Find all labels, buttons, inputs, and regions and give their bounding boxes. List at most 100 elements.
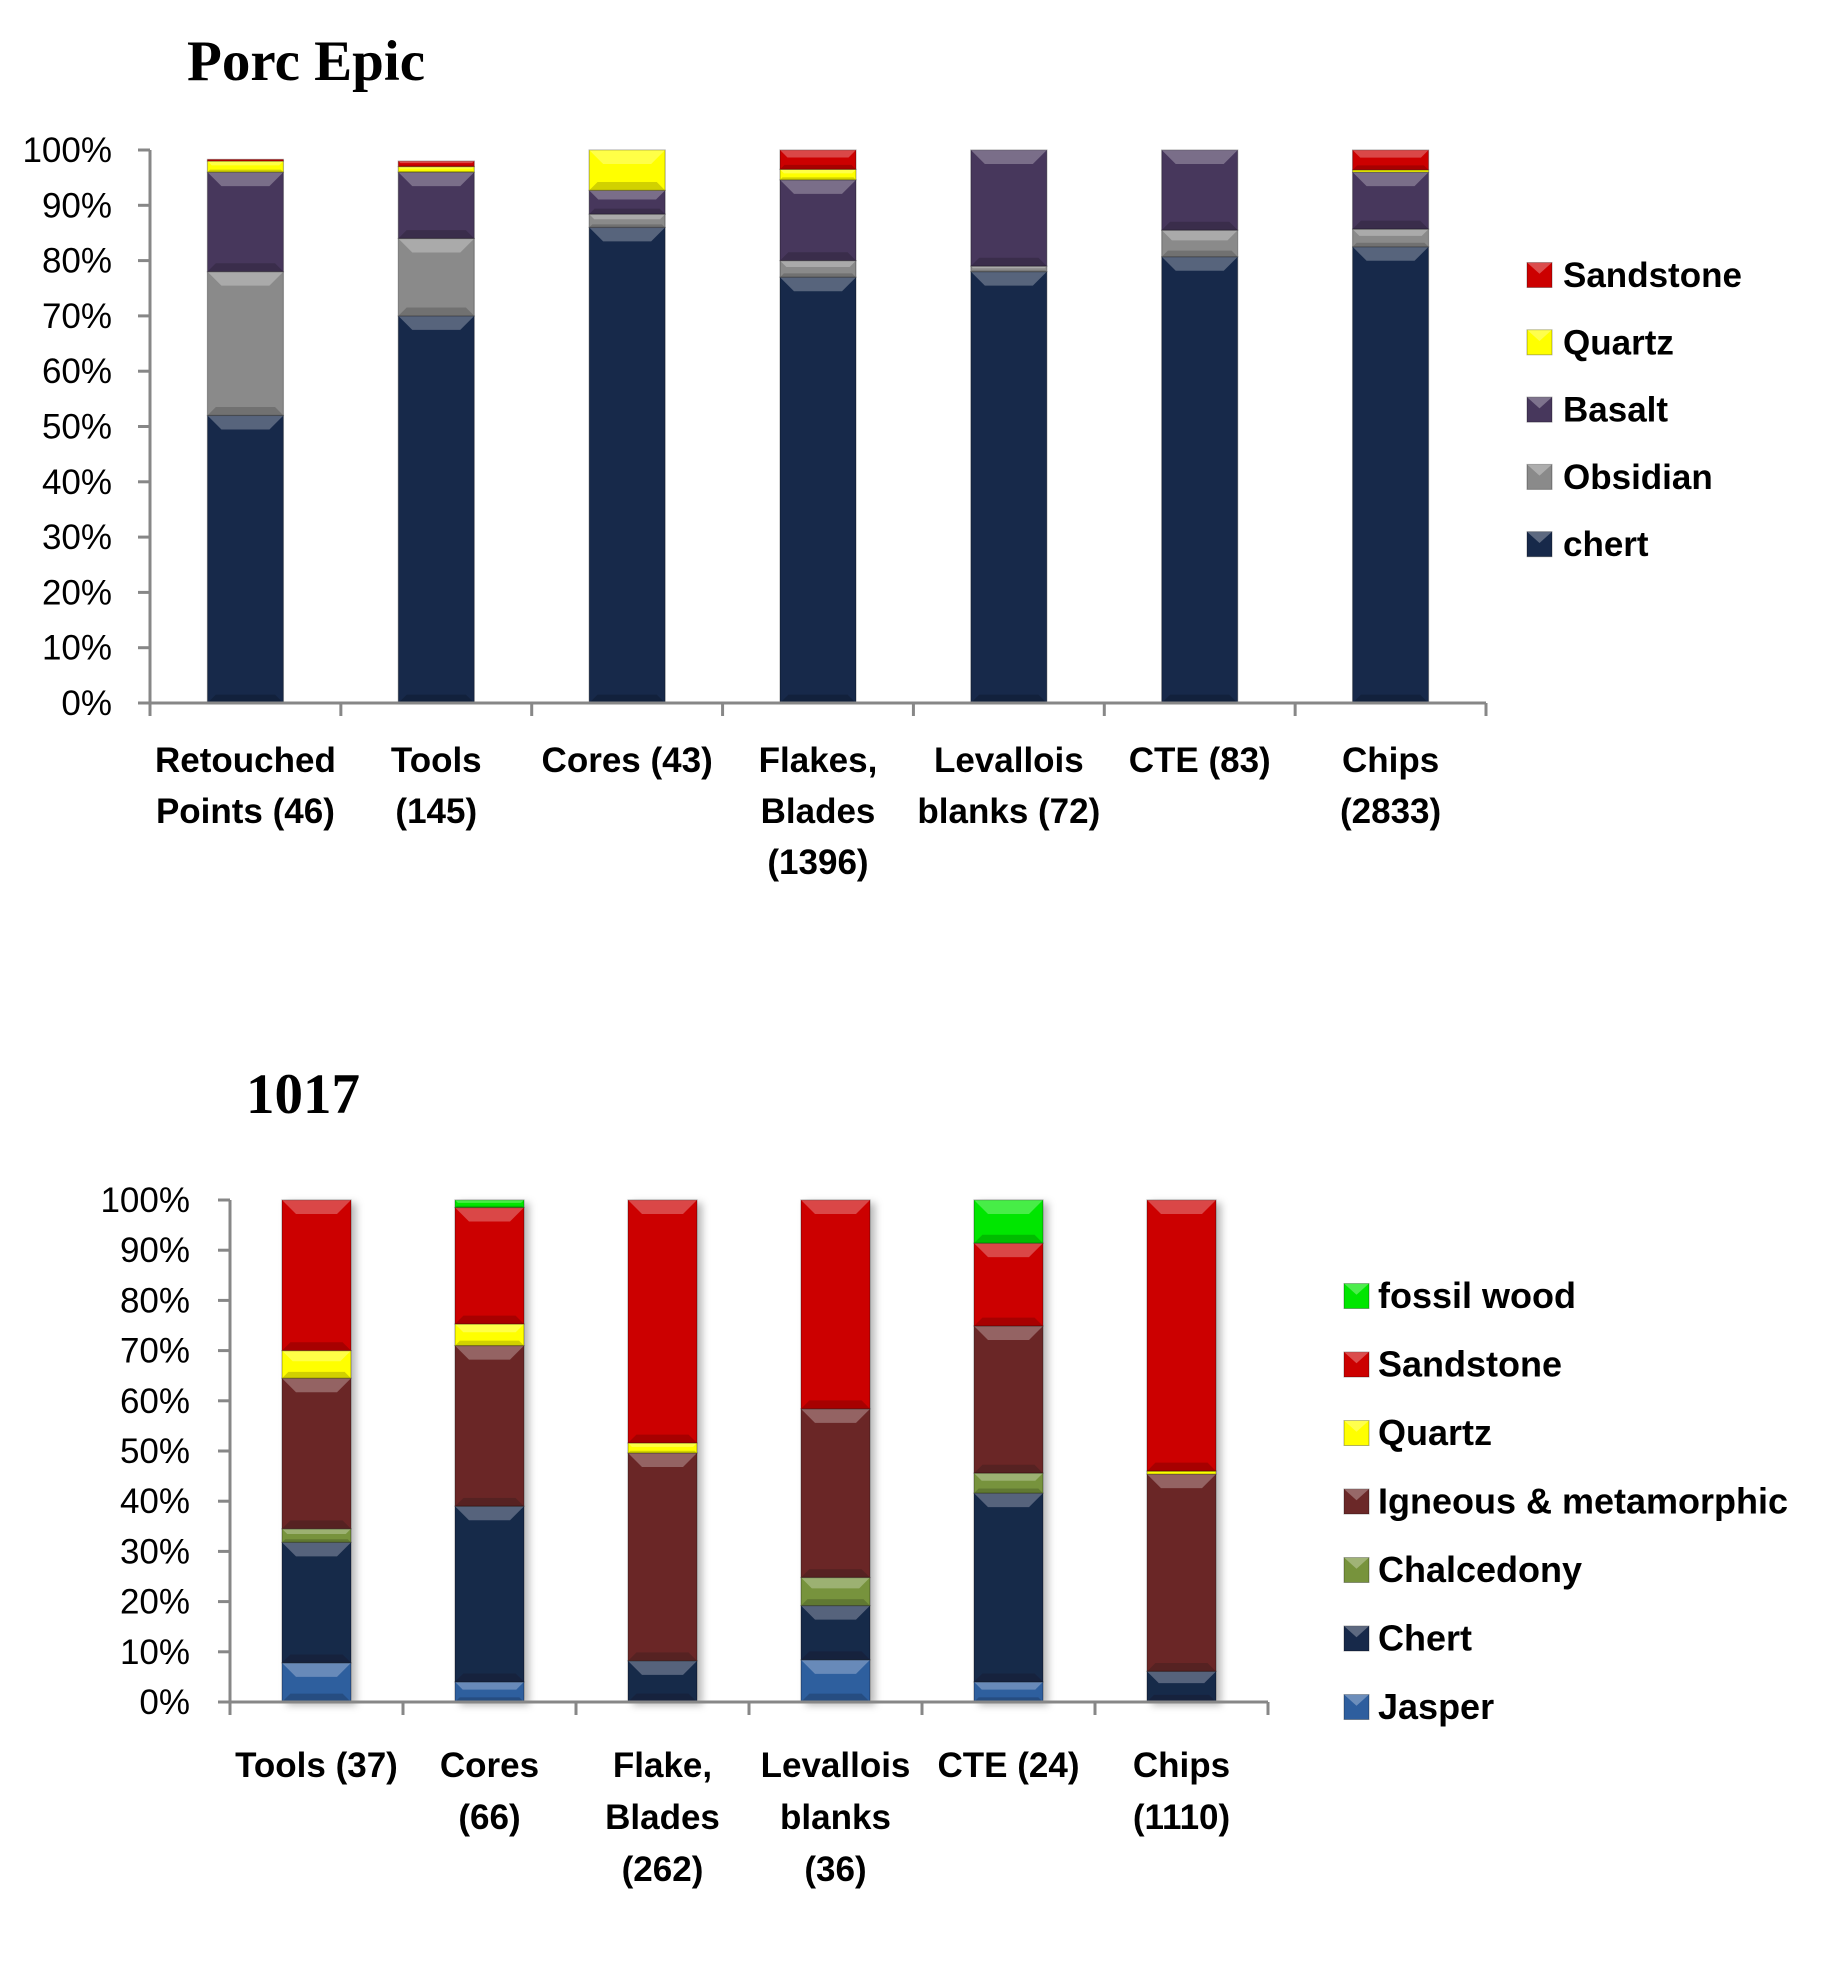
- bar-segment-chert: [206, 414, 285, 704]
- bar-bevel-highlight: [801, 1200, 870, 1214]
- bar-segment-basalt: [970, 149, 1048, 267]
- stacked-bar: [970, 149, 1048, 704]
- bar-bevel-highlight: [282, 1542, 351, 1557]
- bar-bevel-shade: [1161, 694, 1238, 703]
- bar-segment-fill: [588, 149, 666, 191]
- bar-bevel-shade: [974, 1464, 1043, 1474]
- bar-bevel-highlight: [1161, 150, 1238, 164]
- legend-item-igneous-metamorphic: Igneous & metamorphic: [1343, 1481, 1788, 1522]
- bar-bevel-highlight: [282, 1528, 351, 1535]
- bar-bevel-shade: [1161, 221, 1238, 231]
- bar-segment-fill: [779, 276, 857, 704]
- y-tick-label: 0%: [139, 1683, 190, 1722]
- bar-bevel-highlight: [282, 1378, 351, 1393]
- legend-marker-bevel: [1344, 1352, 1369, 1364]
- category-label-line: (145): [395, 792, 477, 831]
- bar-segment-chert: [1146, 1670, 1217, 1703]
- bar-bevel-highlight: [282, 1200, 351, 1214]
- legend-marker: [1343, 1283, 1370, 1309]
- bar-bevel-shade: [780, 177, 856, 180]
- bar-segment-obsidian: [970, 265, 1048, 273]
- bar-bevel-shade: [282, 1693, 351, 1702]
- bar-bevel-shade: [589, 694, 666, 703]
- legend-marker: [1343, 1557, 1370, 1583]
- y-tick-label: 70%: [42, 297, 112, 336]
- category-label-line: Blades: [605, 1798, 720, 1837]
- bar-segment-fill: [588, 226, 666, 704]
- category-label-line: Points (46): [156, 792, 335, 831]
- bar-bevel-shade: [1352, 165, 1429, 170]
- bar-segment-fill: [800, 1408, 871, 1579]
- bar-bevel-highlight: [974, 1243, 1043, 1258]
- legend-marker-bevel: [1344, 1694, 1369, 1706]
- bar-segment-jasper: [973, 1681, 1044, 1703]
- category-label: Flake, Blades (262): [605, 1746, 720, 1889]
- stacked-bar: [627, 1199, 698, 1703]
- bar-bevel-shade: [1147, 1462, 1216, 1472]
- bar-bevel-highlight: [1147, 1200, 1216, 1214]
- bar-segment-fill: [627, 1199, 698, 1444]
- chart-title: 1017: [246, 1063, 360, 1126]
- bar-bevel-shade: [282, 1539, 351, 1543]
- bar-segment-obsidian: [588, 213, 666, 229]
- bar-segment-chalcedony: [281, 1528, 352, 1543]
- bar-segment-fill: [1146, 1473, 1217, 1672]
- bar-segment-chert: [281, 1541, 352, 1664]
- bar-bevel-highlight: [974, 1493, 1043, 1508]
- bars: [281, 1199, 1217, 1703]
- bar-bevel-shade: [801, 1651, 870, 1660]
- category-label-line: CTE (24): [938, 1746, 1080, 1785]
- bar-bevel-highlight: [780, 169, 856, 174]
- legend-label: Chert: [1378, 1618, 1472, 1659]
- legend-marker: [1343, 1625, 1370, 1652]
- bar-bevel-shade: [974, 1234, 1043, 1244]
- legend-label: Chalcedony: [1378, 1549, 1582, 1590]
- bar-segment-chert: [1351, 246, 1430, 704]
- bar-bevel-shade: [970, 694, 1047, 703]
- bar-bevel-highlight: [455, 1681, 524, 1690]
- bar-segment-fill: [973, 1325, 1044, 1474]
- bar-bevel-shade: [589, 181, 666, 191]
- bar-segment-quartz: [627, 1442, 698, 1454]
- y-tick-label: 90%: [42, 186, 112, 225]
- legend-label: Jasper: [1378, 1686, 1494, 1727]
- bar-bevel-highlight: [398, 238, 475, 253]
- stacked-bar: [206, 158, 285, 704]
- bar-segment-obsidian: [1351, 228, 1430, 248]
- legend-marker: [1343, 1351, 1370, 1378]
- bar-segment-obsidian: [779, 260, 857, 278]
- bar-segment-igneous-metamorphic: [281, 1377, 352, 1530]
- category-label-line: (1396): [767, 843, 868, 882]
- legend-label: Quartz: [1378, 1412, 1492, 1453]
- bar-bevel-shade: [780, 694, 856, 703]
- legend-item-chalcedony: Chalcedony: [1343, 1549, 1582, 1590]
- stacked-bar: [588, 149, 666, 704]
- bar-bevel-highlight: [974, 1681, 1043, 1690]
- bar-segment-basalt: [779, 179, 857, 262]
- y-tick-label: 70%: [120, 1332, 190, 1371]
- stacked-bar: [281, 1199, 352, 1703]
- bar-segment-sandstone: [1146, 1199, 1217, 1472]
- bar-bevel-shade: [282, 1654, 351, 1663]
- bar-bevel-highlight: [455, 1207, 524, 1222]
- bar-bevel-shade: [801, 1693, 870, 1702]
- bar-segment-basalt: [1351, 171, 1430, 230]
- stacked-bar: [779, 149, 857, 704]
- legend-item-chert: Chert: [1343, 1618, 1472, 1659]
- legend: Sandstone Quartz Basalt Obsidian chert: [1526, 256, 1742, 564]
- bar-bevel-highlight: [974, 1200, 1043, 1214]
- bar-segment-fill: [970, 149, 1048, 267]
- legend-marker: [1526, 329, 1553, 356]
- bar-bevel-shade: [398, 165, 475, 167]
- bar-segment-jasper: [454, 1681, 525, 1703]
- bar-segment-chert: [588, 226, 666, 704]
- bar-segment-quartz: [454, 1323, 525, 1347]
- legend-label: Basalt: [1563, 391, 1668, 430]
- bar-segment-igneous-metamorphic: [1146, 1473, 1217, 1672]
- bar-bevel-shade: [1352, 220, 1429, 230]
- bar-segment-fossil-wood: [454, 1199, 525, 1209]
- bar-bevel-shade: [801, 1400, 870, 1409]
- bar-segment-fill: [779, 179, 857, 262]
- bar-bevel-shade: [1147, 1694, 1216, 1702]
